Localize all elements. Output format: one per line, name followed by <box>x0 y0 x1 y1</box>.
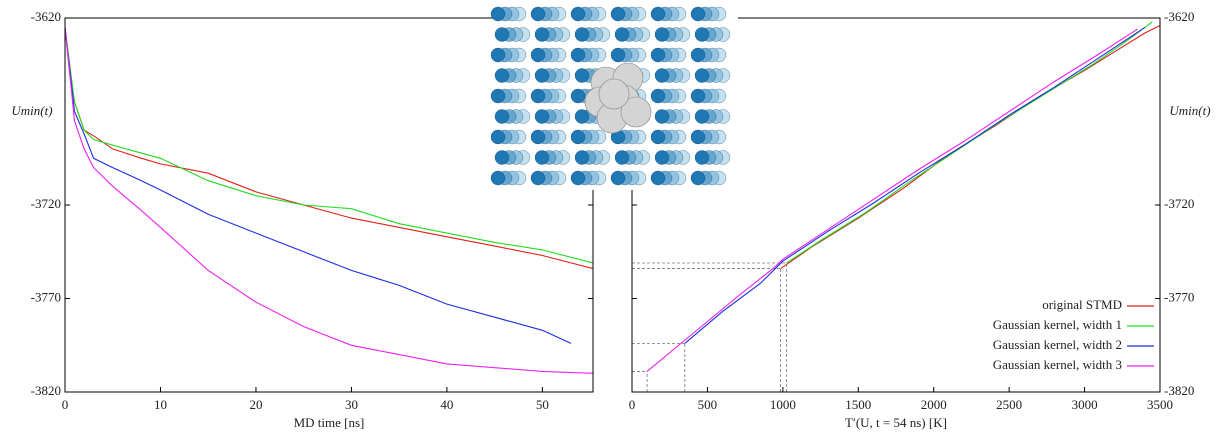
data-line <box>646 28 1138 372</box>
atom <box>694 109 710 124</box>
atom <box>494 109 510 124</box>
x-tick-label: 500 <box>698 397 718 412</box>
atom <box>614 150 630 165</box>
atom <box>490 6 506 22</box>
atom <box>614 27 630 42</box>
atom <box>650 88 666 104</box>
atom <box>534 150 550 165</box>
y-tick-label: -3820 <box>31 383 61 398</box>
x-tick-label: 1000 <box>770 397 796 412</box>
atom <box>530 170 546 186</box>
atom <box>530 47 546 63</box>
atom <box>650 6 666 22</box>
x-tick-label: 1500 <box>845 397 871 412</box>
atom <box>494 27 510 42</box>
atom <box>650 129 666 145</box>
atom <box>650 170 666 186</box>
data-line <box>65 27 593 374</box>
atom <box>610 6 626 22</box>
legend-label: original STMD <box>1042 297 1122 312</box>
y-tick-label: -3620 <box>1164 9 1194 24</box>
data-line <box>780 25 1160 270</box>
atom <box>694 150 710 165</box>
atom <box>490 129 506 145</box>
atom <box>574 150 590 165</box>
x-tick-label: 2500 <box>996 397 1022 412</box>
x-tick-label: 10 <box>154 397 167 412</box>
atom <box>494 150 510 165</box>
atom <box>530 88 546 104</box>
x-tick-label: 50 <box>536 397 549 412</box>
atom <box>574 68 590 83</box>
atom <box>654 150 670 165</box>
atom <box>574 27 590 42</box>
y-tick-label: -3620 <box>31 9 61 24</box>
atom <box>650 47 666 63</box>
x-tick-label: 30 <box>345 397 358 412</box>
cluster-atom <box>598 78 630 110</box>
y-tick-label: -3720 <box>31 196 61 211</box>
cluster-atom <box>620 96 652 128</box>
atom <box>654 68 670 83</box>
atom <box>490 88 506 104</box>
atom <box>654 27 670 42</box>
atom <box>570 47 586 63</box>
axis-frame <box>631 17 1161 393</box>
x-axis-label: T′(U, t = 54 ns) [K] <box>845 415 947 430</box>
y-tick-label: -3770 <box>31 289 61 304</box>
atom <box>534 27 550 42</box>
x-axis-label: MD time [ns] <box>294 415 365 430</box>
data-line <box>65 27 593 264</box>
atom <box>574 109 590 124</box>
legend-label: Gaussian kernel, width 2 <box>993 337 1122 352</box>
atom <box>570 88 586 104</box>
data-line <box>65 27 572 344</box>
atom <box>570 129 586 145</box>
y-axis-label: Umin(t) <box>11 103 52 118</box>
x-tick-label: 2000 <box>921 397 947 412</box>
atom <box>694 27 710 42</box>
atom <box>570 170 586 186</box>
atom <box>694 68 710 83</box>
y-tick-label: -3720 <box>1164 196 1194 211</box>
atom <box>530 6 546 22</box>
legend-label: Gaussian kernel, width 3 <box>993 357 1122 372</box>
x-tick-label: 3000 <box>1072 397 1098 412</box>
x-tick-label: 40 <box>440 397 453 412</box>
atom <box>654 109 670 124</box>
axis-frame <box>64 17 594 393</box>
legend-label: Gaussian kernel, width 1 <box>993 317 1122 332</box>
atom <box>690 6 706 22</box>
atom <box>534 109 550 124</box>
data-line <box>786 21 1153 264</box>
atom <box>490 170 506 186</box>
atom <box>570 6 586 22</box>
atom <box>610 170 626 186</box>
x-tick-label: 0 <box>62 397 69 412</box>
x-tick-label: 0 <box>629 397 636 412</box>
atom <box>530 129 546 145</box>
inset-image <box>490 0 738 190</box>
data-line <box>684 26 1146 344</box>
x-tick-label: 3500 <box>1147 397 1173 412</box>
atom <box>610 47 626 63</box>
atom <box>690 47 706 63</box>
atom <box>490 47 506 63</box>
atom <box>690 129 706 145</box>
atom <box>494 68 510 83</box>
y-axis-label: Umin(t) <box>1169 103 1210 118</box>
atom <box>534 68 550 83</box>
y-tick-label: -3820 <box>1164 383 1194 398</box>
x-tick-label: 20 <box>249 397 262 412</box>
y-tick-label: -3770 <box>1164 289 1194 304</box>
atom <box>690 88 706 104</box>
atom <box>690 170 706 186</box>
